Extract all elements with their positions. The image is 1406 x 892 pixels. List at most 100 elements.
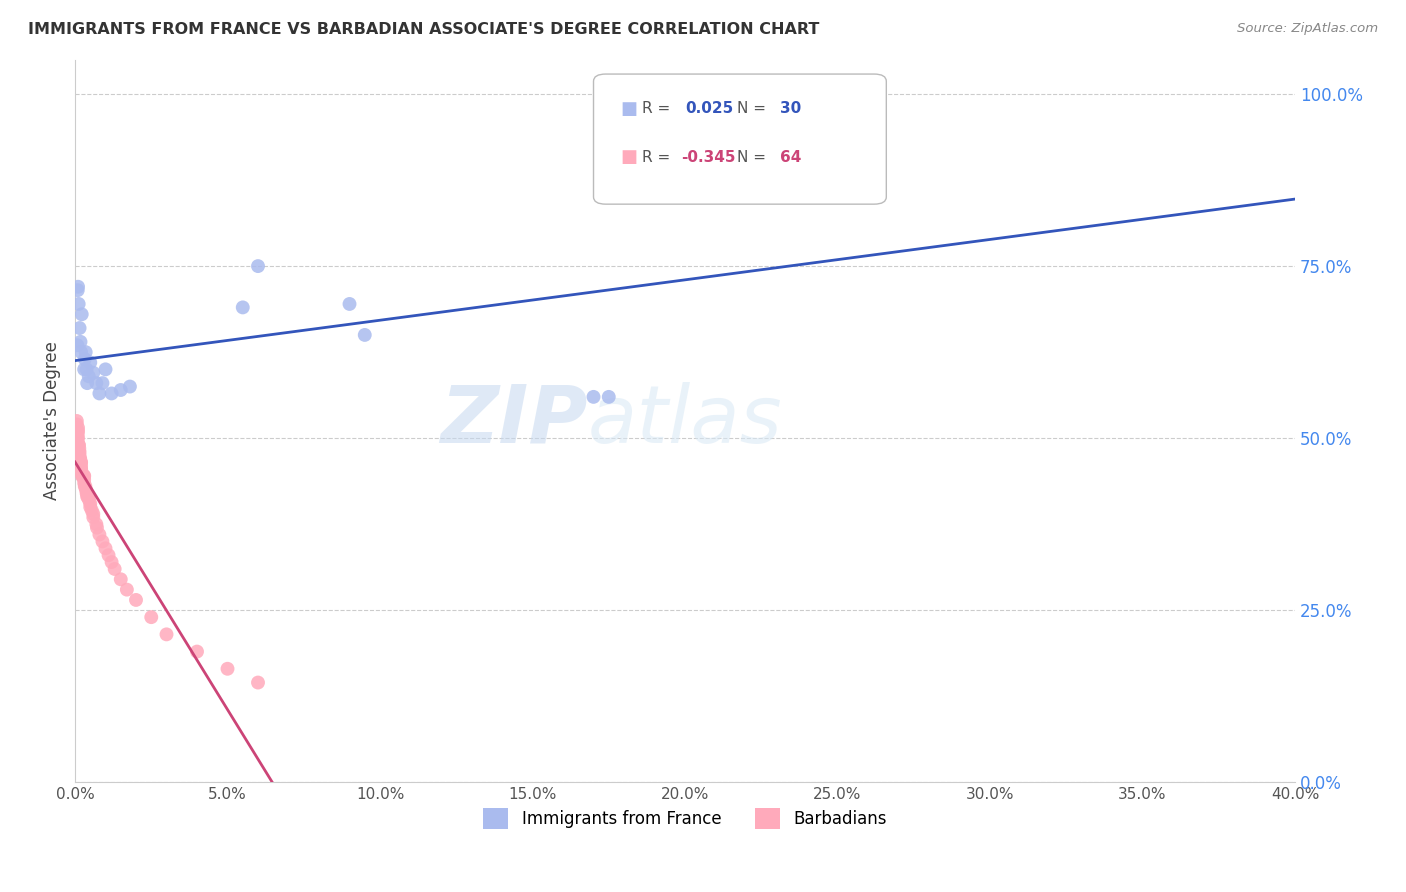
Point [73,479,96,493]
Point [70,458,93,473]
Point [339,297,361,311]
Point [75,479,97,493]
Point [75,483,97,497]
Point [66,417,89,432]
Text: N =: N = [738,102,772,116]
FancyBboxPatch shape [593,74,886,204]
Point [70,466,93,480]
Point [598,390,620,404]
Text: ■: ■ [620,148,637,166]
Point [66,427,89,442]
Point [155,627,177,641]
Point [76,486,98,500]
Point [118,379,141,393]
Text: Source: ZipAtlas.com: Source: ZipAtlas.com [1237,22,1378,36]
Point [70,469,93,483]
Point [67,442,90,456]
Legend: Immigrants from France, Barbadians: Immigrants from France, Barbadians [477,802,893,836]
Point [77,369,100,384]
Text: N =: N = [738,150,772,165]
Point [82,366,104,380]
Point [94,362,117,376]
Point [79,500,101,514]
Point [115,582,138,597]
Point [65,427,87,442]
Point [67,445,90,459]
Point [67,438,90,452]
Point [77,493,100,508]
Point [82,507,104,521]
Point [76,486,98,500]
Point [76,490,98,504]
Point [232,301,254,315]
Point [73,351,96,366]
Point [67,438,90,452]
Text: IMMIGRANTS FROM FRANCE VS BARBADIAN ASSOCIATE'S DEGREE CORRELATION CHART: IMMIGRANTS FROM FRANCE VS BARBADIAN ASSO… [28,22,820,37]
Text: ZIP: ZIP [440,382,588,460]
Point [110,572,132,586]
Point [70,462,93,476]
Point [73,469,96,483]
Point [69,334,91,349]
Point [69,321,91,335]
Point [70,345,93,359]
Point [97,548,120,562]
Point [125,593,148,607]
Point [79,355,101,369]
Point [67,421,90,435]
Point [73,473,96,487]
Point [66,425,89,439]
Point [86,521,108,535]
Point [91,376,114,391]
Point [141,610,163,624]
Point [67,279,90,293]
Text: R =: R = [643,150,675,165]
Point [73,362,96,376]
Point [89,527,111,541]
Point [94,541,117,556]
Point [69,449,91,463]
Point [70,462,93,476]
Point [66,434,89,449]
Point [70,307,93,321]
Text: -0.345: -0.345 [682,150,735,165]
Point [89,386,111,401]
Point [186,644,208,658]
Point [80,503,103,517]
Point [91,534,114,549]
Point [67,297,90,311]
Point [76,376,98,391]
Point [69,451,91,466]
Point [73,475,96,490]
Point [67,431,90,445]
Point [104,562,127,576]
Point [76,362,98,376]
Text: 64: 64 [780,150,801,165]
Point [69,445,91,459]
Point [65,425,87,439]
Point [247,675,270,690]
Text: 30: 30 [780,102,801,116]
Point [110,383,132,397]
Text: ■: ■ [620,100,637,118]
Point [67,438,90,452]
Point [73,469,96,483]
Point [69,455,91,469]
Point [76,490,98,504]
Point [69,451,91,466]
Point [353,327,375,342]
Point [72,469,94,483]
Point [217,662,239,676]
Point [86,517,108,532]
Point [66,431,89,445]
Point [100,555,122,569]
Point [72,469,94,483]
Point [70,455,93,469]
Point [75,345,97,359]
Point [66,283,89,297]
Point [66,414,89,428]
Y-axis label: Associate's Degree: Associate's Degree [44,342,60,500]
Point [69,455,91,469]
Point [67,425,90,439]
Point [79,497,101,511]
